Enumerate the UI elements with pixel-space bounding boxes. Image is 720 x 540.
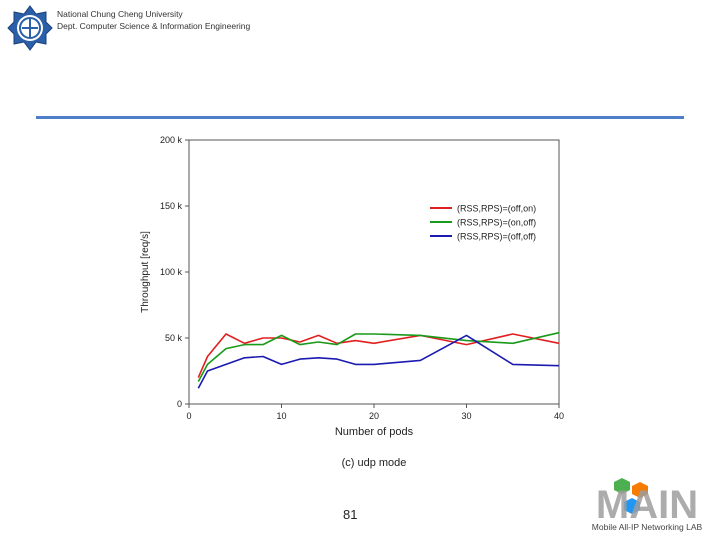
y-tick-label: 200 k bbox=[160, 135, 183, 145]
department-name: Dept. Computer Science & Information Eng… bbox=[57, 21, 251, 31]
y-axis-label: Throughput [req/s] bbox=[140, 231, 151, 313]
page-number: 81 bbox=[343, 507, 358, 522]
x-tick-label: 40 bbox=[554, 411, 564, 421]
university-name: National Chung Cheng University bbox=[57, 9, 183, 19]
y-tick-label: 50 k bbox=[165, 333, 183, 343]
x-tick-label: 30 bbox=[461, 411, 471, 421]
legend-label: (RSS,RPS)=(off,on) bbox=[457, 204, 536, 214]
legend-label: (RSS,RPS)=(off,off) bbox=[457, 232, 536, 242]
y-tick-label: 100 k bbox=[160, 267, 183, 277]
series-line bbox=[197, 333, 560, 378]
x-tick-label: 0 bbox=[186, 411, 191, 421]
y-tick-label: 0 bbox=[177, 399, 182, 409]
y-tick-label: 150 k bbox=[160, 201, 183, 211]
legend-label: (RSS,RPS)=(on,off) bbox=[457, 218, 536, 228]
lab-name: Mobile All-IP Networking LAB bbox=[592, 522, 703, 532]
university-logo bbox=[7, 5, 53, 51]
series-line bbox=[197, 331, 560, 382]
chart-caption: (c) udp mode bbox=[342, 457, 407, 469]
header-divider bbox=[36, 116, 684, 119]
lab-logo: MAIN Mobile All-IP Networking LAB bbox=[592, 478, 703, 532]
series-line bbox=[197, 334, 560, 389]
x-tick-label: 10 bbox=[276, 411, 286, 421]
plot-area bbox=[188, 139, 560, 405]
throughput-chart: 0 50 k 100 k 150 k 200 k 0 10 20 30 40 (RSS,RPS)… bbox=[140, 135, 564, 469]
lab-logo-text: MAIN bbox=[596, 483, 698, 527]
x-axis-label: Number of pods bbox=[335, 426, 414, 438]
x-tick-label: 20 bbox=[369, 411, 379, 421]
